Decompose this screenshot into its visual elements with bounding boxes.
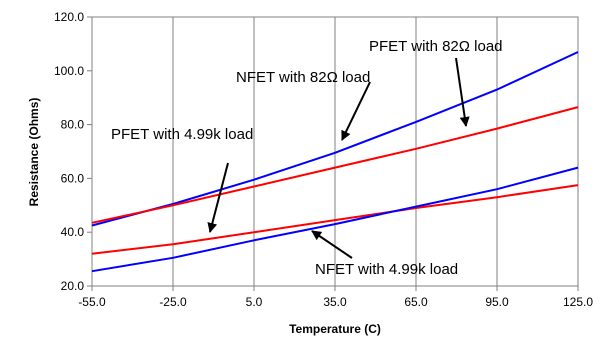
x-axis-title: Temperature (C) — [289, 322, 381, 336]
x-tick-label: 5.0 — [246, 295, 263, 309]
y-tick-label: 20.0 — [61, 279, 85, 293]
annotation-nfet-82-load: NFET with 82Ω load — [236, 69, 370, 86]
y-tick-label: 100.0 — [54, 64, 84, 78]
arrow-nfet-499k-load — [311, 230, 353, 259]
y-axis-title: Resistance (Ohms) — [27, 98, 41, 207]
x-tick-label: -25.0 — [159, 295, 187, 309]
series-line-1 — [91, 106, 579, 224]
annotation-pfet-499k-load: PFET with 4.99k load — [111, 126, 253, 143]
y-tick-labels: 20.0 40.0 60.0 80.0 100.0 120.0 — [54, 10, 84, 293]
arrow-pfet-82-load — [455, 57, 470, 127]
y-tick-label: 80.0 — [61, 118, 85, 132]
series-lines — [91, 51, 579, 273]
x-tick-label: 35.0 — [323, 295, 347, 309]
y-tick-label: 40.0 — [61, 225, 85, 239]
annotation-pfet-82-load: PFET with 82Ω load — [369, 38, 503, 55]
y-tick-label: 120.0 — [54, 10, 84, 24]
x-tick-label: 65.0 — [404, 295, 428, 309]
series-line-0 — [91, 51, 579, 227]
annotation-nfet-499k-load: NFET with 4.99k load — [315, 261, 458, 278]
annotation-arrows — [207, 57, 470, 259]
x-tick-labels: -55.0 -25.0 5.0 35.0 65.0 95.0 125.0 — [78, 295, 593, 309]
series-line-2 — [91, 184, 579, 255]
x-tick-label: 95.0 — [485, 295, 509, 309]
arrow-pfet-499k-load — [207, 162, 229, 233]
x-tick-label: 125.0 — [563, 295, 593, 309]
grid-lines — [87, 16, 579, 291]
series-line-3 — [91, 166, 579, 273]
x-tick-label: -55.0 — [78, 295, 106, 309]
y-tick-label: 60.0 — [61, 171, 85, 185]
arrow-nfet-82-load — [341, 81, 371, 141]
